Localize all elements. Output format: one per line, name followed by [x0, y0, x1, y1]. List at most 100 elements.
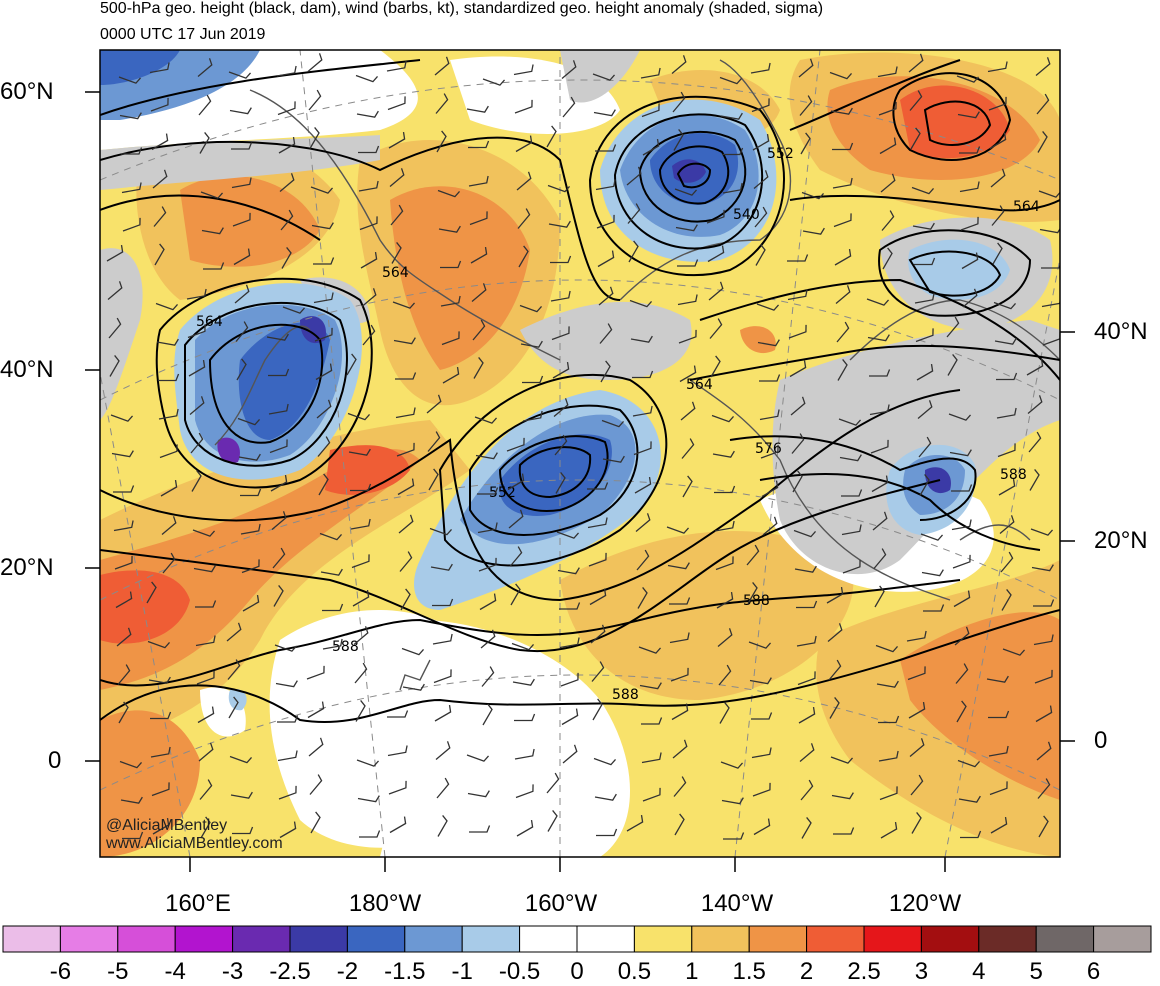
- wind-barb: [350, 518, 371, 530]
- wind-barb: [719, 702, 730, 724]
- wind-barb: [789, 360, 807, 378]
- wind-barb: [722, 182, 743, 194]
- wind-barb: [871, 475, 889, 493]
- wind-barb: [753, 818, 771, 836]
- wind-barb: [348, 448, 371, 456]
- wind-barb: [389, 168, 405, 187]
- lat-label-20n: 20°N: [0, 554, 54, 581]
- wind-barb: [310, 186, 334, 194]
- wind-barb: [748, 641, 772, 649]
- valid-time: 0000 UTC 17 Jun 2019: [100, 26, 266, 43]
- wind-barb: [681, 438, 695, 459]
- title-line: 500-hPa geo. height (black, dam), wind (…: [100, 0, 824, 17]
- wind-barb: [632, 405, 653, 417]
- wind-barb: [869, 369, 891, 377]
- wind-barb: [873, 548, 887, 569]
- wind-barb: [710, 355, 721, 378]
- wind-barb: [306, 665, 325, 680]
- wind-barb: [553, 398, 569, 417]
- wind-barb: [150, 711, 172, 720]
- colorbar-swatch: [461, 925, 521, 953]
- wind-barb: [596, 828, 618, 837]
- wind-barb: [307, 53, 323, 72]
- wind-barb: [308, 737, 324, 757]
- wind-barb: [188, 359, 206, 377]
- wind-barb: [392, 301, 416, 309]
- wind-barb: [628, 240, 639, 263]
- wind-barb: [149, 62, 170, 74]
- wind-barb: [482, 703, 493, 726]
- colorbar-tick-label: 2.5: [847, 958, 881, 985]
- wind-barb: [240, 488, 262, 497]
- wind-barb: [792, 470, 803, 493]
- wind-barb: [554, 434, 568, 456]
- wind-barb: [438, 225, 461, 233]
- wind-barb: [642, 138, 660, 156]
- wind-barb: [515, 784, 534, 799]
- wind-barb: [708, 281, 724, 301]
- wind-barb: [231, 142, 253, 150]
- wind-barb: [914, 292, 935, 304]
- wind-barb: [434, 56, 450, 76]
- wind-barb: [150, 746, 171, 758]
- wind-barb: [991, 205, 1005, 226]
- wind-barb: [1033, 634, 1054, 646]
- wind-barb: [634, 476, 652, 494]
- wind-barb: [746, 544, 760, 566]
- wind-barb: [270, 474, 288, 492]
- wind-barb: [712, 450, 735, 458]
- wind-barb: [961, 252, 979, 270]
- wind-barb: [514, 748, 535, 760]
- wind-barb: [722, 147, 744, 156]
- wind-barb: [829, 697, 840, 719]
- wind-barb: [467, 790, 490, 798]
- wind-barb: [234, 284, 250, 304]
- wind-barb: [641, 752, 662, 764]
- wind-barb: [909, 90, 923, 111]
- contour-labels: 564 564 552 540 564 564 552 576 588 588 …: [196, 146, 1040, 703]
- wind-barb: [276, 65, 297, 77]
- wind-barb: [308, 89, 322, 111]
- wind-barb: [834, 248, 852, 266]
- colorbar-swatch: [748, 925, 808, 953]
- wind-barb: [550, 255, 572, 264]
- wind-barb: [910, 127, 921, 150]
- wind-barb: [760, 444, 779, 459]
- wind-barb: [242, 594, 260, 612]
- wind-barb: [1031, 564, 1054, 572]
- wind-barb: [755, 244, 766, 266]
- wind-barb: [626, 814, 644, 832]
- wind-barb: [428, 468, 439, 491]
- wind-barb: [277, 715, 299, 723]
- wind-barb: [706, 209, 725, 224]
- wind-barb: [1029, 469, 1040, 491]
- wind-barb: [839, 454, 862, 462]
- wind-barb: [561, 60, 577, 79]
- wind-barb: [358, 145, 380, 154]
- colorbar-swatch: [346, 925, 406, 953]
- wind-barb: [119, 112, 142, 120]
- lat-label-0: 0: [48, 747, 62, 774]
- wind-barb: [948, 413, 972, 421]
- wind-barb: [146, 581, 157, 604]
- wind-barb: [595, 179, 616, 191]
- wind-barb: [720, 112, 743, 120]
- wind-barb: [956, 75, 980, 83]
- colorbar-tick-label: 1.5: [732, 958, 766, 985]
- wind-barb: [836, 321, 850, 343]
- wind-barb: [238, 453, 261, 461]
- wind-barb: [718, 664, 732, 686]
- wind-barb: [986, 675, 1009, 683]
- wind-barb: [468, 175, 489, 187]
- wind-barb: [560, 672, 579, 687]
- wind-barb: [723, 832, 745, 840]
- wind-barb: [109, 355, 120, 377]
- lon-label-160w: 160°W: [524, 890, 598, 917]
- lon-label-140w: 140°W: [700, 890, 774, 917]
- wind-barb: [1027, 395, 1043, 414]
- wind-barb: [516, 171, 532, 191]
- wind-barb: [1030, 528, 1054, 536]
- wind-barb: [591, 661, 605, 682]
- wind-barb: [388, 780, 407, 795]
- wind-barb: [440, 260, 462, 269]
